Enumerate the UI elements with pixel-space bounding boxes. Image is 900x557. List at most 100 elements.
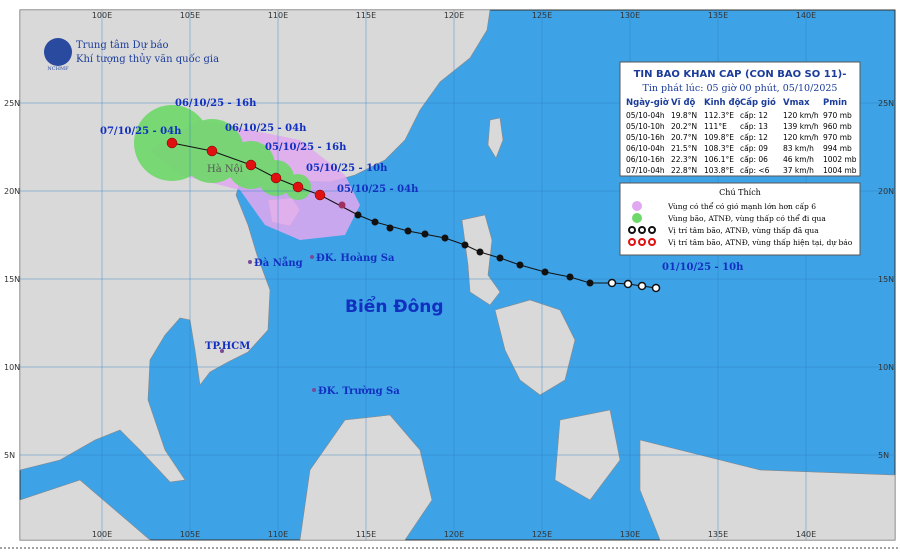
column-header: Kinh độ: [704, 98, 741, 108]
table-cell: cấp: <6: [740, 166, 770, 175]
lon-label: 105E: [180, 11, 200, 20]
column-header: Pmin: [823, 98, 847, 108]
legend-item: Vùng bão, ATNĐ, vùng thấp có thể đi qua: [667, 214, 826, 223]
table-cell: 22.8°N: [671, 166, 697, 175]
lon-label: 130E: [620, 530, 640, 539]
past-position: [566, 273, 574, 281]
table-cell: 20.7°N: [671, 133, 697, 142]
lat-label: 15N: [4, 275, 20, 284]
legend-swatch: [628, 226, 656, 234]
table-cell: 994 mb: [823, 144, 852, 153]
past-position: [371, 218, 379, 226]
past-position: [441, 234, 449, 242]
table-cell: 960 mb: [823, 122, 852, 131]
past-position: [476, 248, 484, 256]
place: Đà Nẵng: [254, 257, 303, 269]
table-cell: cấp: 09: [740, 144, 768, 153]
past-position: [541, 268, 549, 276]
lon-label: 120E: [444, 530, 464, 539]
track-label: 07/10/25 - 04h: [100, 126, 182, 137]
legend-item: Vị trí tâm bão, ATNĐ, vùng thấp hiện tại…: [667, 238, 853, 247]
lat-label: 20N: [4, 187, 20, 196]
lon-label: 115E: [356, 530, 376, 539]
lat-label: 5N: [4, 451, 15, 460]
table-cell: 1002 mb: [823, 155, 857, 164]
lon-label: 135E: [708, 11, 728, 20]
legend-swatch: [628, 238, 656, 246]
legend-title: Chú Thích: [719, 188, 761, 197]
legend: Chú Thích Vùng có thể có gió mạnh lớn hơ…: [619, 182, 861, 256]
table-cell: 106.1°E: [704, 155, 734, 164]
table-cell: 05/10-16h: [626, 133, 665, 142]
table-cell: 970 mb: [823, 133, 852, 142]
table-cell: 108.3°E: [704, 144, 734, 153]
past-position: [386, 224, 394, 232]
track-label: 05/10/25 - 04h: [337, 184, 419, 195]
lon-label: 125E: [532, 530, 552, 539]
lon-label: 100E: [92, 11, 112, 20]
place: ĐK. Hoàng Sa: [316, 253, 395, 264]
table-cell: 1004 mb: [823, 166, 857, 175]
past-position: [637, 281, 647, 291]
lon-label: 140E: [796, 530, 816, 539]
bulletin-issued: Tin phát lúc: 05 giờ 00 phút, 05/10/2025: [643, 83, 838, 94]
place-dot: [248, 260, 252, 264]
lat-label: 20N: [878, 187, 894, 196]
lat-label: 10N: [4, 363, 20, 372]
legend-swatch: [632, 201, 642, 211]
column-header: Cấp gió: [740, 97, 776, 108]
place-dot: [220, 349, 224, 353]
past-position: [651, 283, 661, 293]
place: Hà Nội: [207, 164, 243, 175]
past-position: [586, 279, 594, 287]
track-icons: [166, 137, 661, 293]
table-cell: 970 mb: [823, 111, 852, 120]
lon-label: 120E: [444, 11, 464, 20]
past-position: [461, 241, 469, 249]
table-cell: cấp: 13: [740, 122, 768, 131]
past-position: [338, 201, 346, 209]
past-position: [421, 230, 429, 238]
lat-label: 15N: [878, 275, 894, 284]
place-dot: [310, 255, 314, 259]
legend-swatch: [632, 213, 642, 223]
table-cell: 46 km/h: [783, 155, 814, 164]
lon-label: 115E: [356, 11, 376, 20]
lon-label: 125E: [532, 11, 552, 20]
forecast-position: [245, 159, 257, 171]
track-label: 06/10/25 - 16h: [175, 98, 257, 109]
table-cell: 37 km/h: [783, 166, 814, 175]
lon-label: 100E: [92, 530, 112, 539]
table-cell: 120 km/h: [783, 111, 819, 120]
lon-label: 130E: [620, 11, 640, 20]
org-sub: Khí tượng thủy văn quốc gia: [76, 54, 219, 65]
sea-name: Biển Đông: [345, 295, 444, 317]
table-cell: 20.2°N: [671, 122, 697, 131]
track-label: 05/10/25 - 10h: [306, 163, 388, 174]
table-cell: cấp: 12: [740, 133, 768, 142]
past-position: [354, 211, 362, 219]
table-cell: 112.3°E: [704, 111, 734, 120]
table-cell: 06/10-16h: [626, 155, 665, 164]
lon-label: 110E: [268, 530, 288, 539]
table-cell: 103.8°E: [704, 166, 734, 175]
place: ĐK. Trường Sa: [318, 386, 400, 397]
table-cell: cấp: 12: [740, 111, 768, 120]
place: TP.HCM: [205, 341, 250, 352]
track-label: 01/10/25 - 10h: [662, 262, 744, 273]
table-cell: 07/10-04h: [626, 166, 665, 175]
table-cell: 21.5°N: [671, 144, 697, 153]
forecast-position: [166, 137, 178, 149]
lat-label: 10N: [878, 363, 894, 372]
table-cell: 06/10-04h: [626, 144, 665, 153]
lon-label: 105E: [180, 530, 200, 539]
bulletin-box: TIN BAO KHAN CAP (CON BAO SO 11)- Tin ph…: [619, 61, 861, 177]
table-cell: 05/10-10h: [626, 122, 665, 131]
table-cell: 109.8°E: [704, 133, 734, 142]
forecast-position: [292, 181, 304, 193]
column-header: Vĩ độ: [671, 98, 696, 108]
table-cell: cấp: 06: [740, 155, 768, 164]
forecast-position: [314, 189, 326, 201]
